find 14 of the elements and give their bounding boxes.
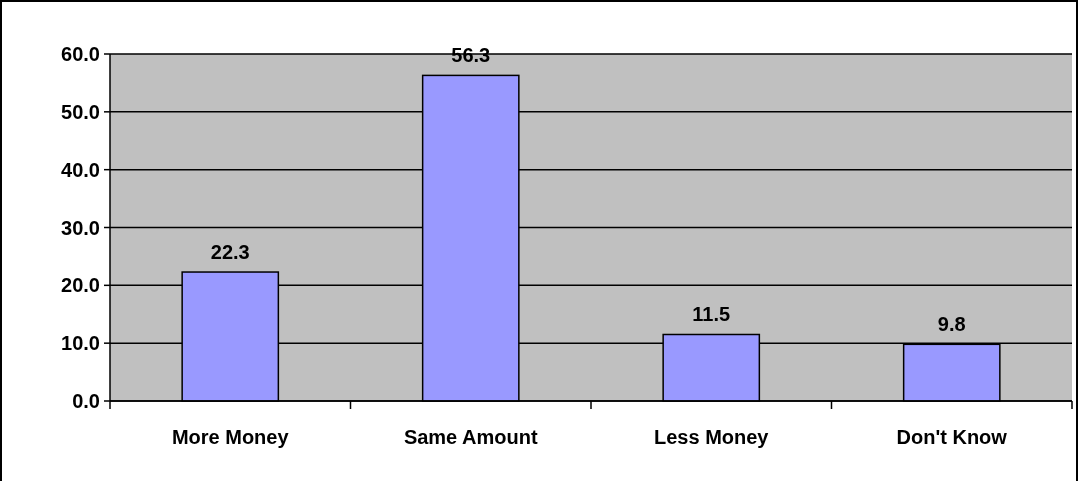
y-tick-label: 20.0 (61, 274, 100, 297)
y-tick-label: 10.0 (61, 332, 100, 355)
x-tick-label: Same Amount (403, 426, 538, 448)
data-label: 11.5 (692, 303, 731, 326)
x-tick-label: Less Money (654, 426, 770, 448)
x-tick-label: Don't Know (896, 426, 1008, 448)
x-tick-label: More Money (171, 426, 290, 448)
y-tick-label: 0.0 (72, 390, 100, 412)
y-tick-label: 60.0 (61, 43, 100, 65)
data-label: 9.8 (937, 313, 966, 336)
y-tick-label: 50.0 (61, 100, 100, 123)
data-label: 22.3 (210, 241, 250, 264)
y-tick-label: 40.0 (61, 158, 100, 181)
y-tick-label: 30.0 (61, 216, 100, 239)
